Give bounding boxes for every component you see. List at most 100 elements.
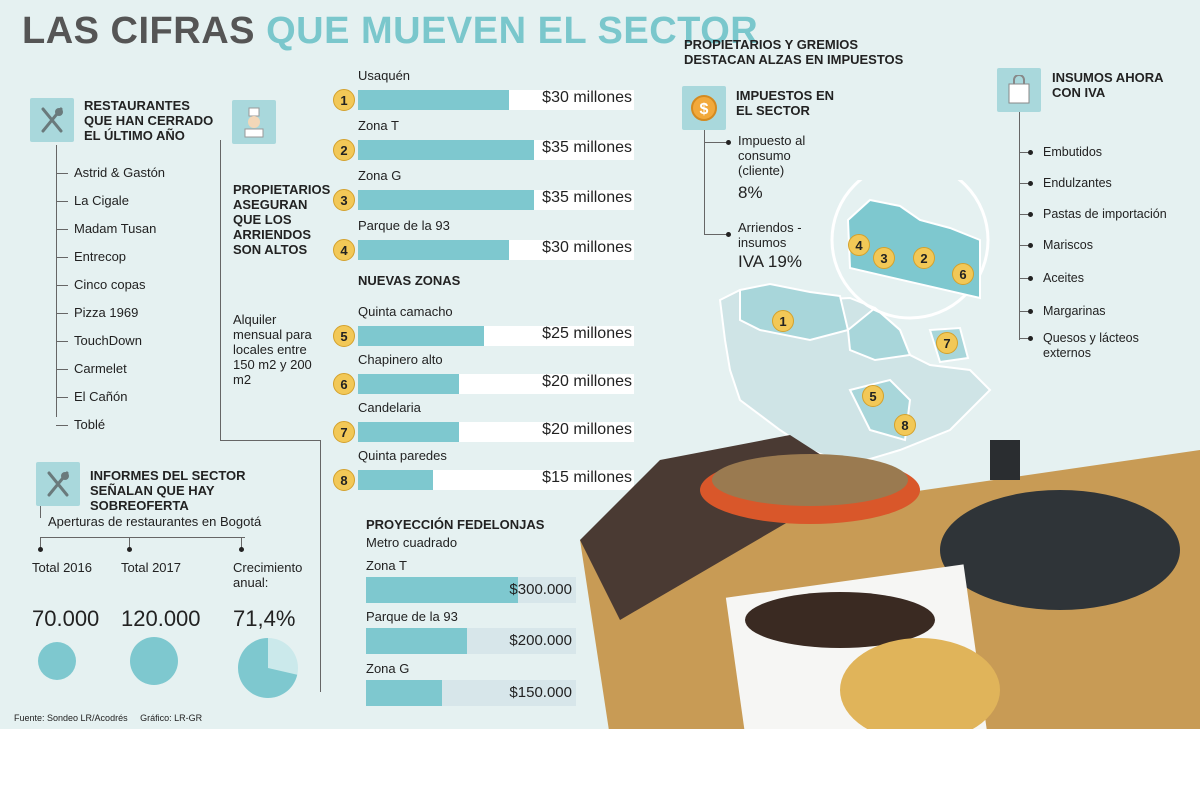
input-item: Margarinas [1043, 304, 1106, 318]
rent-bar-value: $30 millones [542, 239, 632, 256]
oversupply-subheading: Aperturas de restaurantes en Bogotá [48, 514, 262, 529]
restaurant-tick [56, 369, 68, 370]
restaurant-tick [56, 201, 68, 202]
input-item: Embutidos [1043, 145, 1103, 159]
taxes-line [704, 130, 705, 234]
input-item: Pastas de importación [1043, 207, 1167, 221]
restaurant-item: Pizza 1969 [74, 305, 139, 320]
projection-value: $300.000 [509, 581, 572, 598]
projection-bar [366, 680, 442, 706]
restaurant-item: Astrid & Gastón [74, 165, 166, 180]
rent-bar [358, 326, 484, 346]
map-inset-badge: 3 [873, 247, 895, 269]
projection-label: Parque de la 93 [366, 609, 458, 624]
taxes-dot1 [726, 140, 731, 145]
stat-label: Total 2017 [121, 560, 181, 575]
input-dot [1028, 309, 1033, 314]
oversupply-stub [40, 506, 41, 518]
taxes-tick2 [704, 234, 726, 235]
rent-zone-label: Parque de la 93 [358, 218, 450, 233]
footer-source: Fuente: Sondeo LR/Acodrés [14, 713, 128, 723]
rent-zone-badge: 5 [333, 325, 355, 347]
rent-zone-label: Quinta camacho [358, 304, 453, 319]
stat-line [241, 537, 242, 550]
projection-heading: PROYECCIÓN FEDELONJAS [366, 517, 545, 532]
title-part2: QUE MUEVEN EL SECTOR [266, 10, 759, 52]
map-inset-badge: 2 [913, 247, 935, 269]
map-badge: 5 [862, 385, 884, 407]
input-tick [1019, 152, 1029, 153]
restaurant-item: El Cañón [74, 389, 128, 404]
map-inset-badge: 4 [848, 234, 870, 256]
rent-zone-badge: 1 [333, 89, 355, 111]
tax-item-2-label: Arriendos - insumos [738, 220, 802, 250]
input-dot [1028, 243, 1033, 248]
stat-dot [38, 547, 43, 552]
rent-bar [358, 140, 534, 160]
page-title: LAS CIFRAS QUE MUEVEN EL SECTOR [22, 10, 758, 53]
rent-zone-label: Zona T [358, 118, 399, 133]
owners-heading: PROPIETARIOS ASEGURAN QUE LOS ARRIENDOS … [233, 182, 331, 257]
tax-item-1-label: Impuesto al consumo (cliente) [738, 133, 806, 178]
stat-label: Crecimiento anual: [233, 560, 303, 590]
input-tick [1019, 338, 1029, 339]
title-part1: LAS CIFRAS [22, 10, 255, 52]
taxes-top-heading: PROPIETARIOS Y GREMIOS DESTACAN ALZAS EN… [684, 37, 904, 67]
svg-text:$: $ [700, 101, 709, 118]
restaurants-line [56, 145, 57, 417]
rent-bar-value: $25 millones [542, 325, 632, 342]
inputs-heading: INSUMOS AHORA CON IVA [1052, 70, 1163, 100]
stat-value: 120.000 [121, 606, 201, 631]
owners-hline [220, 440, 320, 441]
footer-graphic: Gráfico: LR-GR [140, 713, 203, 723]
input-tick [1019, 183, 1029, 184]
footer: Fuente: Sondeo LR/Acodrés Gráfico: LR-GR [14, 713, 202, 723]
restaurant-item: TouchDown [74, 333, 142, 348]
coin-icon: $ [682, 86, 726, 130]
input-tick [1019, 245, 1029, 246]
projection-label: Zona G [366, 661, 410, 676]
projection-value: $150.000 [509, 684, 572, 701]
stat-dot [239, 547, 244, 552]
owners-line [220, 140, 221, 440]
circle-2016 [38, 642, 76, 680]
rent-zone-badge: 7 [333, 421, 355, 443]
rent-bar [358, 422, 459, 442]
input-item: Endulzantes [1043, 176, 1112, 190]
rent-zone-label: Usaquén [358, 68, 411, 83]
rent-bar [358, 470, 434, 490]
restaurant-tick [56, 257, 68, 258]
rent-bar [358, 90, 509, 110]
input-tick [1019, 311, 1029, 312]
projection-bar [366, 577, 518, 603]
input-dot [1028, 336, 1033, 341]
utensils-icon-2 [36, 462, 80, 506]
input-dot [1028, 212, 1033, 217]
stat-dot [127, 547, 132, 552]
restaurant-item: Cinco copas [74, 277, 146, 292]
projection-label: Zona T [366, 558, 407, 573]
rent-bar-value: $35 millones [542, 139, 632, 156]
rent-bar-value: $35 millones [542, 189, 632, 206]
input-dot [1028, 150, 1033, 155]
rent-bar [358, 190, 534, 210]
restaurant-item: Entrecop [74, 249, 127, 264]
restaurant-tick [56, 341, 68, 342]
stat-value: 71,4% [233, 606, 296, 631]
chef-icon [232, 100, 276, 144]
restaurant-tick [56, 313, 68, 314]
circle-2017 [130, 637, 178, 685]
food-photo [580, 435, 1200, 803]
oversupply-heading: INFORMES DEL SECTOR SEÑALAN QUE HAY SOBR… [90, 468, 246, 513]
oversupply-hline [40, 537, 245, 538]
taxes-tick1 [704, 142, 726, 143]
taxes-dot2 [726, 232, 731, 237]
inputs-line [1019, 112, 1020, 340]
rent-zone-badge: 8 [333, 469, 355, 491]
map-badge: 8 [894, 414, 916, 436]
projection-subheading: Metro cuadrado [366, 535, 458, 550]
projection-value: $200.000 [509, 632, 572, 649]
restaurant-item: Carmelet [74, 361, 127, 376]
restaurant-tick [56, 173, 68, 174]
map-badge: 1 [772, 310, 794, 332]
